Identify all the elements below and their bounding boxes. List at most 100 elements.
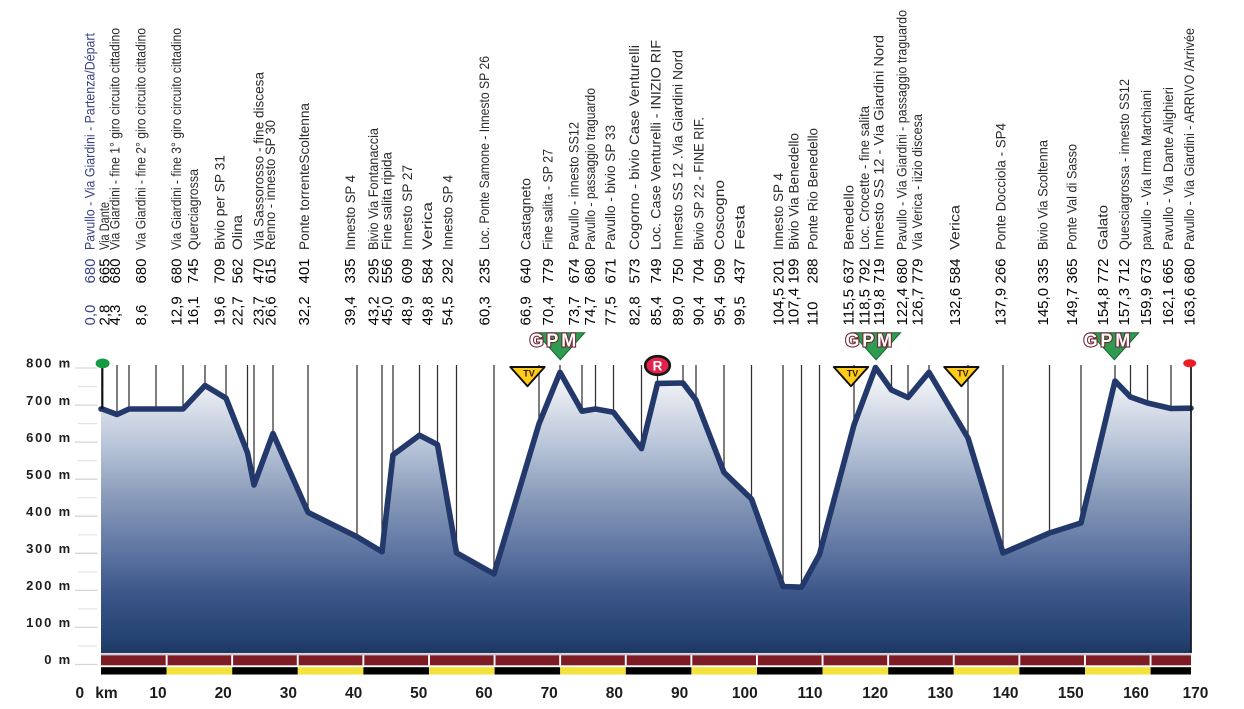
svg-text:107,4: 107,4 — [786, 288, 803, 326]
svg-text:115,5: 115,5 — [841, 289, 858, 325]
svg-text:Bivio per SP 31: Bivio per SP 31 — [211, 155, 227, 250]
svg-text:Innesto SP 4: Innesto SP 4 — [770, 173, 786, 250]
svg-text:Coscogno: Coscogno — [711, 180, 727, 250]
svg-text:0: 0 — [75, 685, 84, 702]
svg-text:556: 556 — [379, 258, 396, 283]
svg-text:19,6: 19,6 — [212, 296, 229, 325]
svg-text:Innesto SP 4: Innesto SP 4 — [342, 175, 358, 250]
svg-text:295: 295 — [365, 258, 382, 283]
svg-text:Innesto SS 12 - Via Giardini N: Innesto SS 12 - Via Giardini Nord — [871, 35, 887, 250]
svg-text:Bivio SP 22 - FINE RIF.: Bivio SP 22 - FINE RIF. — [690, 117, 706, 250]
svg-text:750: 750 — [670, 258, 687, 283]
svg-text:292: 292 — [440, 258, 457, 283]
svg-text:Innesto SP 4: Innesto SP 4 — [439, 175, 455, 250]
svg-text:82,8: 82,8 — [627, 296, 644, 325]
svg-text:637: 637 — [841, 258, 858, 283]
svg-text:0 m: 0 m — [44, 652, 72, 667]
svg-text:Pavullo - Via Dante Alighieri: Pavullo - Via Dante Alighieri — [1160, 87, 1176, 250]
svg-text:Via Giardini - fine 2° giro ci: Via Giardini - fine 2° giro circuito cit… — [133, 28, 149, 250]
svg-text:Verica: Verica — [419, 202, 435, 250]
svg-text:Pavullo - bivio SP 33: Pavullo - bivio SP 33 — [602, 125, 618, 250]
svg-text:40: 40 — [345, 685, 362, 702]
svg-text:Pavullo - innesto SS12: Pavullo - innesto SS12 — [566, 122, 582, 250]
svg-text:680: 680 — [82, 258, 99, 283]
svg-text:99,5: 99,5 — [732, 296, 749, 325]
svg-text:119,8: 119,8 — [871, 289, 888, 325]
svg-text:235: 235 — [476, 258, 493, 283]
svg-text:Loc. Case Venturelli - INIZIO: Loc. Case Venturelli - INIZIO RIF — [648, 40, 664, 250]
svg-text:772: 772 — [1095, 258, 1112, 283]
svg-text:85,4: 85,4 — [648, 296, 665, 325]
svg-text:665: 665 — [1160, 258, 1177, 283]
svg-text:200 m: 200 m — [26, 578, 72, 593]
svg-text:Querciagrossa: Querciagrossa — [185, 169, 201, 250]
svg-text:Ponte Docciola - SP4: Ponte Docciola - SP4 — [992, 123, 1008, 250]
svg-text:665: 665 — [96, 258, 113, 283]
svg-text:562: 562 — [230, 258, 247, 283]
svg-text:GPM: GPM — [1084, 331, 1133, 351]
svg-text:680: 680 — [107, 258, 124, 283]
svg-text:122,4: 122,4 — [894, 288, 911, 326]
svg-text:Innesto SS 12 .Via Giardini No: Innesto SS 12 .Via Giardini Nord — [670, 50, 686, 250]
svg-text:2,8: 2,8 — [96, 305, 113, 326]
svg-text:GPM: GPM — [530, 331, 579, 351]
svg-text:32,2: 32,2 — [296, 296, 313, 325]
svg-text:779: 779 — [910, 258, 927, 283]
svg-text:Castagneto: Castagneto — [517, 178, 533, 250]
svg-text:584: 584 — [419, 258, 436, 283]
svg-text:680: 680 — [582, 258, 599, 283]
svg-text:60,3: 60,3 — [476, 296, 493, 325]
svg-text:745: 745 — [185, 258, 202, 283]
svg-text:39,4: 39,4 — [342, 296, 359, 325]
svg-text:8,6: 8,6 — [133, 305, 150, 326]
svg-text:609: 609 — [399, 258, 416, 283]
svg-text:16,1: 16,1 — [185, 296, 202, 325]
svg-text:792: 792 — [856, 258, 873, 283]
svg-text:GPM: GPM — [845, 331, 894, 351]
svg-text:100 m: 100 m — [26, 615, 72, 630]
svg-text:110: 110 — [805, 302, 822, 326]
svg-text:70,4: 70,4 — [540, 296, 557, 325]
svg-text:Innesto SP 27: Innesto SP 27 — [399, 165, 415, 250]
svg-text:Olina: Olina — [229, 215, 245, 250]
svg-text:149,7: 149,7 — [1064, 288, 1081, 326]
svg-text:130: 130 — [927, 685, 953, 702]
svg-text:20: 20 — [215, 685, 232, 702]
svg-text:709: 709 — [212, 258, 229, 283]
svg-text:90,4: 90,4 — [691, 296, 708, 325]
svg-text:201: 201 — [770, 258, 787, 283]
svg-text:Ponte torrenteScoltenna: Ponte torrenteScoltenna — [296, 103, 312, 250]
svg-text:500 m: 500 m — [26, 467, 72, 482]
svg-text:Bivio Via Scoltenna: Bivio Via Scoltenna — [1035, 140, 1051, 250]
svg-text:TV: TV — [523, 369, 535, 379]
svg-text:Bivio Via Benedello: Bivio Via Benedello — [785, 133, 801, 250]
svg-text:90: 90 — [671, 685, 688, 702]
svg-text:Loc. Crocette - fine salita: Loc. Crocette - fine salita — [856, 106, 872, 250]
svg-text:Loc. Ponte Samone - Innesto SP: Loc. Ponte Samone - Innesto SP 26 — [476, 56, 492, 250]
svg-text:23,7: 23,7 — [251, 296, 268, 325]
svg-text:266: 266 — [993, 258, 1010, 283]
svg-text:pavullo - Via Irma Marchiani: pavullo - Via Irma Marchiani — [1138, 90, 1154, 250]
svg-text:0,0: 0,0 — [82, 305, 99, 326]
svg-text:154,8: 154,8 — [1095, 288, 1112, 326]
svg-text:12,9: 12,9 — [168, 296, 185, 325]
svg-text:60: 60 — [475, 685, 492, 702]
svg-text:66,9: 66,9 — [518, 296, 535, 325]
svg-text:77,5: 77,5 — [602, 296, 619, 325]
svg-text:170: 170 — [1183, 685, 1209, 702]
svg-text:Via Giardini - fine 1° giro ci: Via Giardini - fine 1° giro circuito cit… — [107, 28, 123, 250]
svg-text:137,9: 137,9 — [993, 288, 1010, 326]
svg-text:Cogorno - bivio Case Venturell: Cogorno - bivio Case Venturelli — [626, 45, 642, 250]
svg-text:401: 401 — [296, 258, 313, 283]
svg-text:157,3: 157,3 — [1116, 288, 1133, 326]
svg-text:671: 671 — [602, 258, 619, 283]
svg-text:54,5: 54,5 — [440, 296, 457, 325]
svg-text:140: 140 — [993, 685, 1019, 702]
svg-text:73,7: 73,7 — [566, 296, 583, 325]
svg-text:Via Verica - iizio discesa: Via Verica - iizio discesa — [909, 114, 925, 250]
svg-text:22,7: 22,7 — [230, 296, 247, 325]
svg-text:Via Giardini - fine 3° giro ci: Via Giardini - fine 3° giro circuito cit… — [168, 28, 184, 250]
svg-text:Verica: Verica — [947, 205, 963, 250]
svg-text:Bivio Via Fontanaccia: Bivio Via Fontanaccia — [365, 128, 381, 250]
svg-text:10: 10 — [149, 685, 166, 702]
